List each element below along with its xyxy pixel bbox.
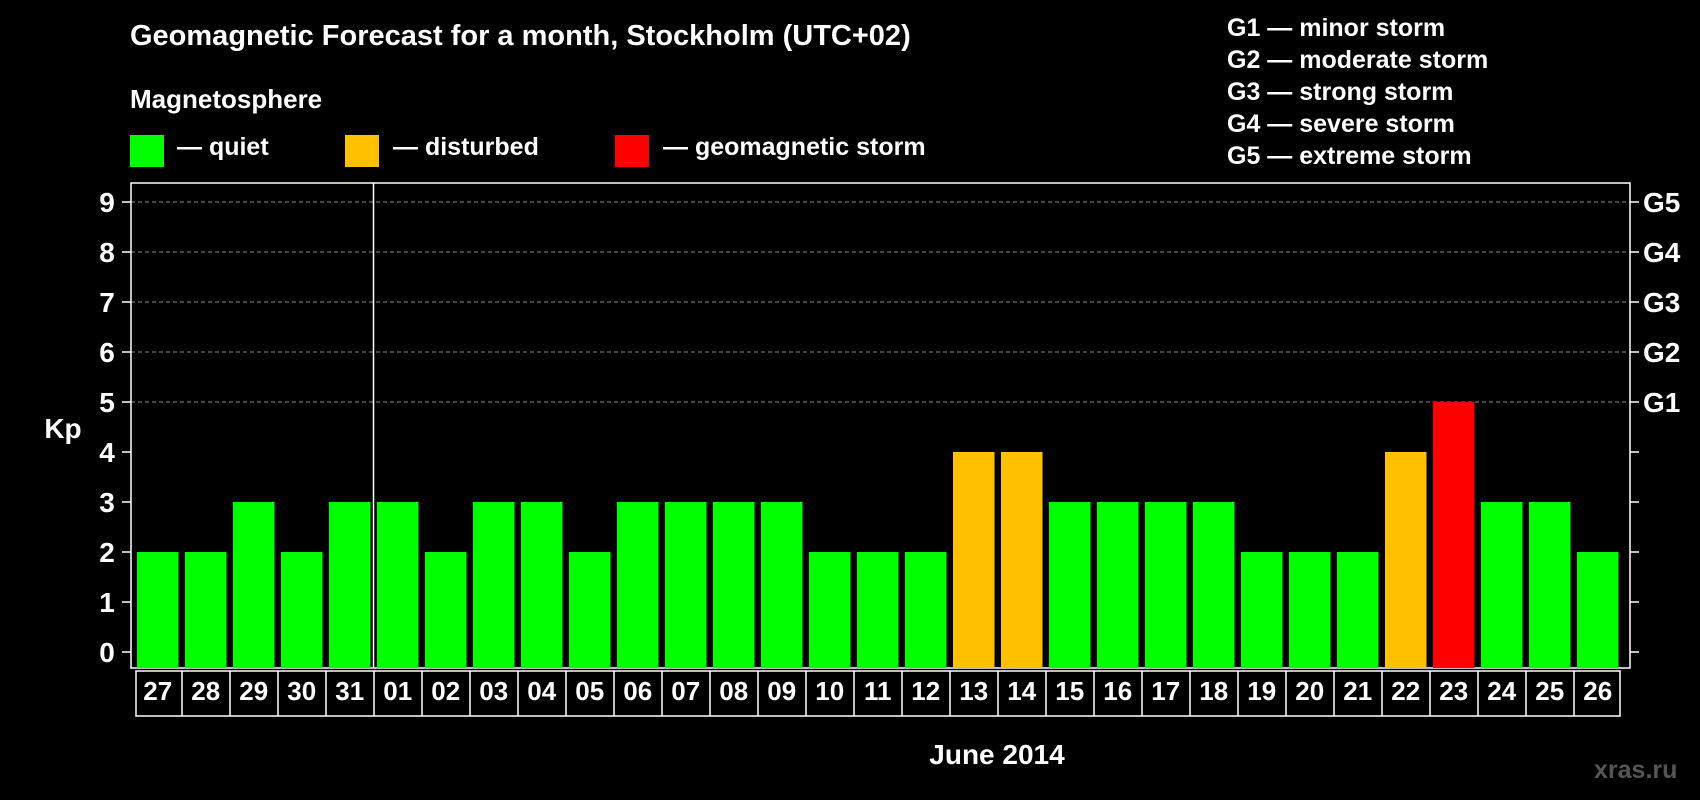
bar-day-28: [185, 552, 227, 668]
x-tick-label-18: 18: [1199, 676, 1228, 706]
x-tick-label-16: 16: [1103, 676, 1132, 706]
right-tick-label-g3: G3: [1643, 287, 1680, 318]
chart-subtitle: Magnetosphere: [130, 84, 323, 114]
bar-day-05: [569, 552, 611, 668]
y-tick-label-2: 2: [99, 537, 115, 568]
legend-label-storm: — geomagnetic storm: [663, 133, 926, 161]
bar-day-04: [521, 502, 563, 668]
bar-day-16: [1097, 502, 1139, 668]
bar-day-26: [1577, 552, 1619, 668]
bar-day-20: [1289, 552, 1331, 668]
x-tick-label-08: 08: [719, 676, 748, 706]
x-tick-label-11: 11: [864, 676, 892, 706]
legend-swatch-storm: [615, 135, 649, 167]
storm-scale-g2: G2 — moderate storm: [1227, 46, 1489, 74]
bar-day-18: [1193, 502, 1235, 668]
x-tick-label-12: 12: [911, 676, 940, 706]
y-tick-label-8: 8: [99, 237, 115, 268]
x-tick-label-14: 14: [1007, 676, 1036, 706]
x-tick-label-27: 27: [143, 676, 172, 706]
x-tick-label-22: 22: [1391, 676, 1420, 706]
bar-day-21: [1337, 552, 1379, 668]
y-tick-label-0: 0: [99, 637, 115, 668]
legend-swatch-quiet: [130, 135, 164, 167]
x-tick-label-24: 24: [1487, 676, 1516, 706]
watermark: xras.ru: [1594, 756, 1678, 784]
x-tick-label-30: 30: [287, 676, 316, 706]
bar-day-25: [1529, 502, 1571, 668]
bar-day-09: [761, 502, 803, 668]
x-tick-label-03: 03: [479, 676, 508, 706]
bar-day-29: [233, 502, 275, 668]
bar-day-10: [809, 552, 851, 668]
legend-label-disturbed: — disturbed: [393, 133, 539, 161]
bar-day-12: [905, 552, 947, 668]
bar-day-31: [329, 502, 371, 668]
y-tick-label-3: 3: [99, 487, 115, 518]
x-tick-label-20: 20: [1295, 676, 1324, 706]
x-tick-label-19: 19: [1247, 676, 1276, 706]
bar-day-13: [953, 452, 995, 668]
x-tick-label-06: 06: [623, 676, 652, 706]
x-tick-label-04: 04: [527, 676, 556, 706]
x-tick-label-29: 29: [239, 676, 268, 706]
x-tick-label-21: 21: [1343, 676, 1372, 706]
bar-day-19: [1241, 552, 1283, 668]
right-tick-label-g1: G1: [1643, 387, 1680, 418]
legend-label-quiet: — quiet: [177, 133, 269, 161]
x-tick-label-28: 28: [191, 676, 220, 706]
chart-title: Geomagnetic Forecast for a month, Stockh…: [130, 20, 911, 52]
y-tick-label-1: 1: [99, 587, 115, 618]
bar-day-22: [1385, 452, 1427, 668]
x-tick-label-15: 15: [1055, 676, 1084, 706]
bar-day-30: [281, 552, 323, 668]
x-tick-label-13: 13: [959, 676, 988, 706]
y-tick-label-6: 6: [99, 337, 115, 368]
x-label-box: [135, 670, 1621, 717]
bar-day-11: [857, 552, 899, 668]
right-tick-label-g4: G4: [1643, 237, 1681, 268]
storm-scale-g1: G1 — minor storm: [1227, 14, 1446, 42]
x-tick-label-31: 31: [335, 676, 364, 706]
x-tick-label-07: 07: [671, 676, 700, 706]
bar-day-24: [1481, 502, 1523, 668]
bar-day-14: [1001, 452, 1043, 668]
y-tick-label-4: 4: [99, 437, 115, 468]
x-axis-label: June 2014: [929, 739, 1065, 770]
x-tick-label-01: 01: [383, 676, 412, 706]
x-tick-label-05: 05: [575, 676, 604, 706]
right-tick-label-g5: G5: [1643, 187, 1680, 218]
y-tick-label-5: 5: [99, 387, 115, 418]
bar-day-08: [713, 502, 755, 668]
x-tick-label-02: 02: [431, 676, 460, 706]
legend-swatch-disturbed: [345, 135, 379, 167]
bar-day-01: [377, 502, 419, 668]
bar-day-15: [1049, 502, 1091, 668]
bar-day-02: [425, 552, 467, 668]
bar-day-27: [137, 552, 179, 668]
storm-scale-g3: G3 — strong storm: [1227, 78, 1454, 106]
y-tick-label-7: 7: [99, 287, 115, 318]
bar-day-17: [1145, 502, 1187, 668]
x-tick-label-25: 25: [1535, 676, 1564, 706]
y-tick-label-9: 9: [99, 187, 115, 218]
bar-day-03: [473, 502, 515, 668]
x-tick-label-23: 23: [1439, 676, 1468, 706]
right-tick-label-g2: G2: [1643, 337, 1680, 368]
x-tick-label-17: 17: [1151, 676, 1180, 706]
storm-scale-g5: G5 — extreme storm: [1227, 142, 1472, 170]
x-tick-label-09: 09: [767, 676, 796, 706]
bar-day-07: [665, 502, 707, 668]
bar-day-23: [1433, 402, 1475, 668]
bar-day-06: [617, 502, 659, 668]
y-axis-label: Kp: [44, 413, 81, 444]
storm-scale-g4: G4 — severe storm: [1227, 110, 1455, 138]
x-tick-label-26: 26: [1583, 676, 1612, 706]
x-tick-label-10: 10: [815, 676, 844, 706]
